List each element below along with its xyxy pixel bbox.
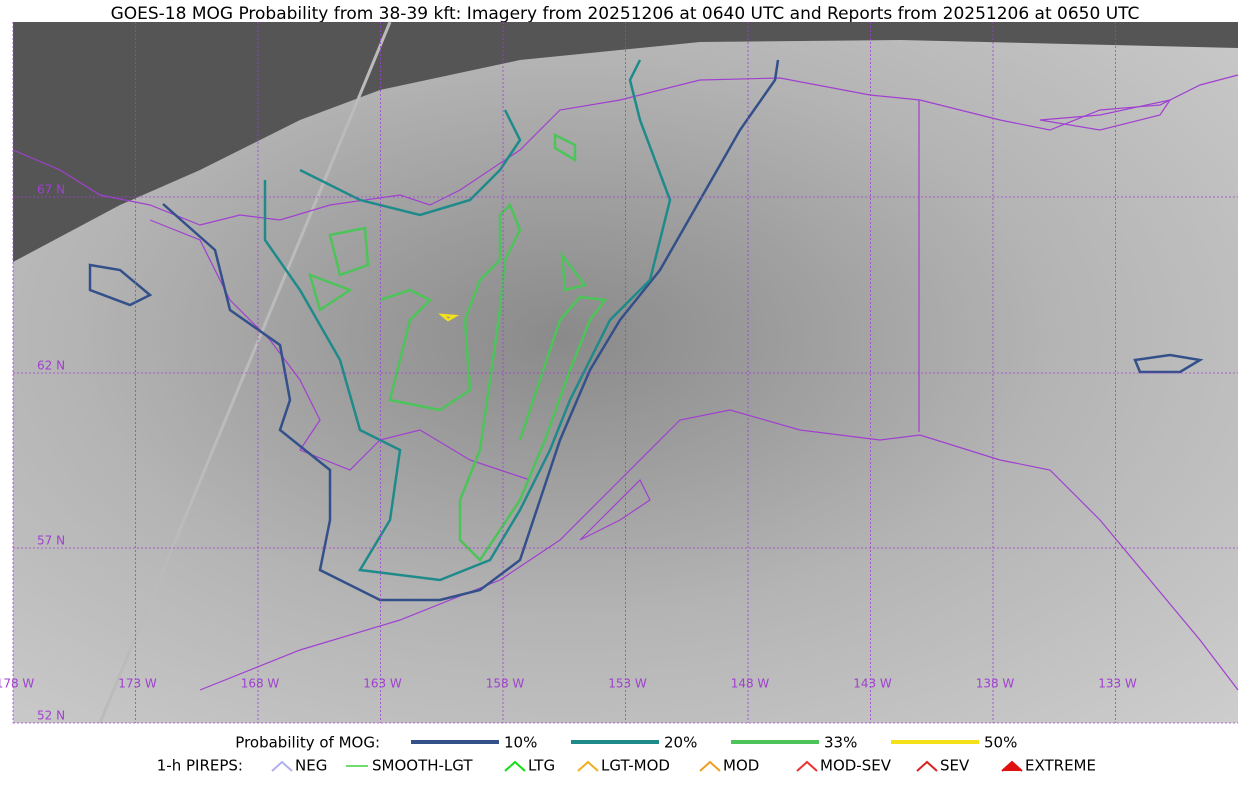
legend: Probability of MOG: 10% 20% 33% 50% 1-h PIREP… <box>157 734 1096 775</box>
lat-label: 52 N <box>37 709 65 723</box>
lat-label: 67 N <box>37 183 65 197</box>
graticule: 67 N 62 N 57 N 52 N 178 W 173 W 168 W 163 W 158 … <box>0 22 1238 724</box>
pirep-label: NEG <box>295 757 327 775</box>
pirep-symbol <box>271 760 293 772</box>
lon-label: 173 W <box>118 677 157 691</box>
pirep-symbol <box>1001 760 1023 772</box>
legend-label: 33% <box>824 734 857 752</box>
legend-label: 20% <box>664 734 697 752</box>
lon-label: 143 W <box>853 677 892 691</box>
no-data-region <box>13 22 1238 262</box>
pirep-label: MOD-SEV <box>820 757 892 775</box>
lon-label: 133 W <box>1098 677 1137 691</box>
pireps-title: 1-h PIREPS: <box>157 757 243 775</box>
lon-label: 138 W <box>976 677 1015 691</box>
pirep-label: SEV <box>940 757 970 775</box>
pirep-symbol <box>504 760 526 772</box>
lon-label: 163 W <box>363 677 402 691</box>
pirep-label: LGT-MOD <box>601 757 670 775</box>
lon-label: 168 W <box>241 677 280 691</box>
swath-edge <box>98 21 392 724</box>
pirep-symbol <box>699 760 721 772</box>
pirep-label: LTG <box>528 757 555 775</box>
lon-label: 148 W <box>731 677 770 691</box>
pirep-symbol <box>577 760 599 772</box>
lat-label: 57 N <box>37 534 65 548</box>
pirep-symbol <box>916 760 938 772</box>
pirep-label: MOD <box>723 757 759 775</box>
pirep-symbol <box>796 760 818 772</box>
legend-title: Probability of MOG: <box>235 734 380 752</box>
lon-label: 153 W <box>608 677 647 691</box>
pirep-label: EXTREME <box>1025 757 1096 775</box>
legend-label: 50% <box>984 734 1017 752</box>
lon-label: 158 W <box>486 677 525 691</box>
lat-label: 62 N <box>37 359 65 373</box>
title: GOES-18 MOG Probability from 38-39 kft: … <box>111 4 1140 24</box>
lon-label: 178 W <box>0 677 34 691</box>
pirep-label: SMOOTH-LGT <box>372 757 473 775</box>
legend-label: 10% <box>504 734 537 752</box>
mog-contours <box>88 59 1204 602</box>
